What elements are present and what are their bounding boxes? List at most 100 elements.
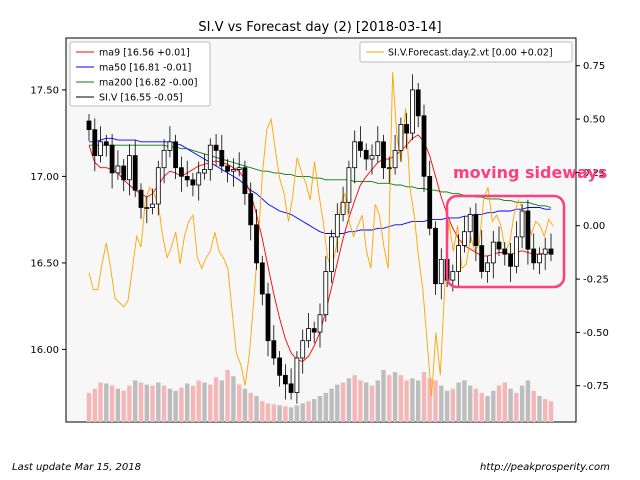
legend-label-forecast: SI.V.Forecast.day.2.vt [0.00 +0.02]: [388, 48, 553, 59]
candle-body: [225, 165, 231, 172]
candle: [329, 230, 335, 283]
volume-bar: [352, 375, 357, 422]
candle: [259, 255, 265, 306]
candle: [178, 156, 184, 192]
volume-bar: [231, 376, 236, 422]
volume-bar: [473, 388, 479, 422]
candle-body: [277, 357, 283, 376]
candle: [306, 313, 311, 348]
legend-left-box: [69, 41, 211, 107]
volume-bar: [115, 388, 121, 422]
candle-body: [161, 149, 167, 169]
volume-bar: [433, 380, 438, 422]
volume-bar: [543, 399, 548, 422]
volume-bar: [254, 396, 259, 422]
volume-bar: [416, 380, 421, 422]
candle-body: [178, 167, 184, 177]
volume-bar: [485, 396, 490, 422]
candle-body: [190, 179, 196, 186]
volume-bar: [335, 384, 340, 422]
candle: [167, 126, 173, 158]
volume-bar: [156, 382, 161, 422]
candle-body: [334, 213, 340, 238]
volume-bar: [444, 390, 450, 422]
candle-body: [473, 213, 479, 246]
volume-bar: [196, 380, 201, 422]
volume-bar: [161, 385, 167, 422]
candle-body: [248, 193, 254, 226]
candle: [202, 153, 207, 180]
candle: [381, 134, 386, 179]
annotation-box: [445, 194, 566, 289]
right-tick-label: -0.75: [583, 381, 609, 392]
candle: [525, 199, 531, 265]
candle-body: [479, 245, 485, 272]
volume-bar: [109, 385, 115, 422]
candle-body: [92, 129, 98, 156]
candle-body: [398, 124, 404, 151]
candle-body: [288, 383, 294, 393]
candle: [294, 351, 300, 404]
volume-bar: [364, 382, 369, 422]
volume-bar: [491, 390, 496, 422]
right-tick-label: 0.75: [583, 61, 605, 72]
volume-bar: [92, 388, 97, 422]
legend-right-box: [359, 41, 573, 63]
candle: [288, 368, 294, 400]
candle: [346, 160, 352, 214]
candle-body: [294, 357, 300, 393]
volume-bar: [283, 406, 288, 422]
volume-bar: [548, 401, 554, 422]
volume-bar: [173, 390, 178, 422]
candle-body: [242, 167, 248, 194]
candle-body: [357, 141, 363, 151]
volume-bar: [404, 380, 409, 422]
candle-body: [282, 374, 288, 385]
candle-body: [461, 231, 467, 246]
volume-bar: [185, 383, 190, 422]
volume-bar: [340, 382, 346, 422]
legend-label-ma200: ma200 [16.82 -0.00]: [99, 78, 197, 89]
candle-body: [323, 271, 329, 316]
legend-label-ma9: ma9 [16.56 +0.01]: [99, 48, 190, 59]
left-tick-label: 16.50: [30, 258, 59, 269]
candle: [144, 196, 150, 224]
volume-bar: [167, 388, 173, 422]
volume-bar: [462, 380, 467, 422]
volume-bar: [427, 378, 432, 422]
candle-body: [456, 245, 462, 272]
candle: [323, 255, 329, 322]
candle-body: [86, 120, 92, 131]
volume-bar: [219, 380, 224, 422]
candle-body: [236, 167, 242, 170]
candle-body: [404, 124, 410, 134]
candle-body: [415, 89, 421, 117]
candle: [317, 303, 323, 348]
volume-bar: [537, 396, 542, 422]
candle-body: [167, 141, 173, 151]
candle-body: [230, 169, 236, 172]
candle-body: [369, 155, 375, 160]
volume-bar: [346, 378, 352, 422]
volume-bar: [369, 385, 375, 422]
candle: [225, 159, 231, 183]
candle: [479, 230, 485, 279]
candle-body: [271, 340, 277, 359]
candle-body: [109, 144, 115, 174]
candle: [242, 160, 248, 205]
volume-bar: [86, 392, 92, 422]
volume-bar: [104, 383, 109, 422]
left-tick-label: 16.00: [30, 345, 59, 356]
candle-body: [438, 258, 444, 284]
candle-body: [508, 253, 514, 267]
volume-bar: [514, 392, 519, 422]
candle: [138, 183, 144, 219]
candle-body: [346, 167, 352, 203]
candle: [127, 144, 132, 196]
volume-bar: [179, 387, 184, 422]
volume-bar: [508, 388, 513, 422]
candle-body: [542, 248, 548, 255]
candle-body: [450, 271, 456, 281]
candle: [121, 159, 127, 192]
